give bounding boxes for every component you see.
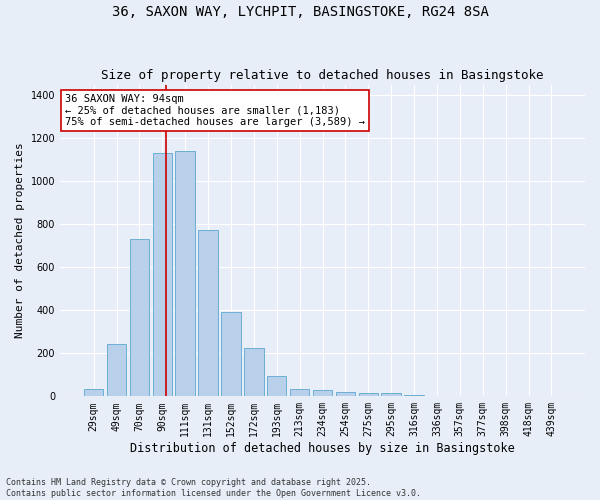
Y-axis label: Number of detached properties: Number of detached properties <box>15 142 25 338</box>
Title: Size of property relative to detached houses in Basingstoke: Size of property relative to detached ho… <box>101 69 544 82</box>
Bar <box>290 389 310 396</box>
Bar <box>267 376 286 396</box>
Bar <box>84 389 103 396</box>
Bar <box>313 390 332 396</box>
Text: Contains HM Land Registry data © Crown copyright and database right 2025.
Contai: Contains HM Land Registry data © Crown c… <box>6 478 421 498</box>
Bar <box>335 392 355 396</box>
Text: 36 SAXON WAY: 94sqm
← 25% of detached houses are smaller (1,183)
75% of semi-det: 36 SAXON WAY: 94sqm ← 25% of detached ho… <box>65 94 365 127</box>
Bar <box>382 393 401 396</box>
Text: 36, SAXON WAY, LYCHPIT, BASINGSTOKE, RG24 8SA: 36, SAXON WAY, LYCHPIT, BASINGSTOKE, RG2… <box>112 5 488 19</box>
Bar <box>244 348 263 397</box>
Bar <box>359 393 378 396</box>
Bar <box>130 240 149 396</box>
Bar <box>221 312 241 396</box>
X-axis label: Distribution of detached houses by size in Basingstoke: Distribution of detached houses by size … <box>130 442 515 455</box>
Bar <box>199 230 218 396</box>
Bar <box>175 151 195 396</box>
Bar <box>152 154 172 396</box>
Bar <box>107 344 126 396</box>
